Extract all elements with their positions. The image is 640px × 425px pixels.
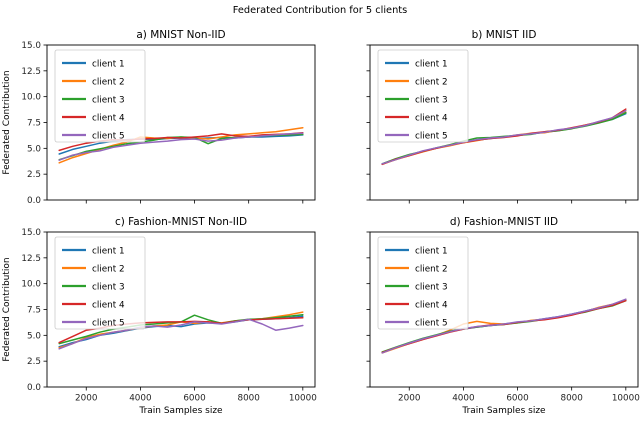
x-axis-label: Train Samples size (461, 406, 546, 416)
legend-box (54, 49, 146, 143)
y-tick-label: 10.0 (21, 93, 41, 103)
legend-label: client 3 (415, 96, 448, 106)
line-client-5 (58, 318, 304, 350)
y-tick-label: 15.0 (21, 41, 41, 51)
y-tick-label: 5.0 (27, 331, 41, 341)
x-tick-label: 10000 (612, 394, 640, 404)
y-tick-label: 7.5 (27, 306, 41, 316)
y-tick-label: 10.0 (21, 280, 41, 290)
legend-label: client 2 (415, 265, 448, 275)
legend-label: client 1 (415, 60, 448, 70)
legend-label: client 2 (92, 265, 125, 275)
legend-label: client 1 (92, 247, 125, 257)
subplots-group: 0.0 2.5 5.0 7.5 10.0 12.5 15.0 a) MNIST Non-IID… (2, 29, 640, 416)
legend: client 1 client 2 client 3 client 4 client 5 (54, 49, 146, 143)
x-tick-label: 6000 (183, 394, 206, 404)
legend-label: client 4 (415, 301, 448, 311)
legend: client 1 client 2 client 3 client 4 client 5 (54, 236, 146, 330)
y-tick-label: 5.0 (27, 144, 41, 154)
y-axis-label: Federated Contribution (2, 70, 12, 174)
x-tick-label: 2000 (75, 394, 98, 404)
x-axis-label: Train Samples size (138, 406, 223, 416)
y-axis-label: Federated Contribution (2, 257, 12, 361)
subplot-title-c: c) Fashion-MNIST Non-IID (115, 216, 247, 228)
y-tick-label: 12.5 (21, 254, 41, 264)
legend: client 1 client 2 client 3 client 4 client 5 (377, 49, 469, 143)
legend-label: client 4 (92, 114, 125, 124)
legend-label: client 5 (415, 132, 448, 142)
subplot-title-d: d) Fashion-MNIST IID (450, 216, 558, 228)
x-tick-label: 4000 (129, 394, 152, 404)
legend-box (377, 236, 469, 330)
y-tick-label: 7.5 (27, 119, 41, 129)
x-tick-label: 6000 (506, 394, 529, 404)
subplot-d: 2000 4000 6000 8000 10000 d) Fashion-MNIST II… (366, 216, 640, 416)
x-tick-label: 2000 (398, 394, 421, 404)
line-client-5 (381, 109, 627, 165)
legend-label: client 4 (415, 114, 448, 124)
legend-label: client 1 (92, 60, 125, 70)
x-tick-label: 8000 (237, 394, 260, 404)
y-tick-label: 2.5 (27, 170, 41, 180)
y-tick-label: 2.5 (27, 357, 41, 367)
subplot-c: 0.0 2.5 5.0 7.5 10.0 12.5 15.0 2000 4000 6000 8000… (2, 216, 317, 416)
y-tick-label: 0.0 (27, 383, 41, 393)
subplot-a: 0.0 2.5 5.0 7.5 10.0 12.5 15.0 a) MNIST Non-IID… (2, 29, 316, 206)
legend-label: client 2 (415, 78, 448, 88)
legend-label: client 1 (415, 247, 448, 257)
line-client-5 (58, 132, 304, 161)
legend-box (54, 236, 146, 330)
line-client-5 (381, 298, 627, 354)
legend-box (377, 49, 469, 143)
legend-label: client 5 (415, 319, 448, 329)
legend-label: client 4 (92, 301, 125, 311)
y-tick-label: 15.0 (21, 228, 41, 238)
x-tick-label: 8000 (560, 394, 583, 404)
x-tick-label: 4000 (452, 394, 475, 404)
figure-title: Federated Contribution for 5 clients (233, 5, 408, 16)
legend-label: client 5 (92, 319, 125, 329)
legend-label: client 3 (92, 283, 125, 293)
legend-label: client 3 (415, 283, 448, 293)
legend-label: client 5 (92, 132, 125, 142)
legend-label: client 2 (92, 78, 125, 88)
subplot-title-a: a) MNIST Non-IID (136, 29, 225, 41)
y-tick-label: 12.5 (21, 67, 41, 77)
y-tick-label: 0.0 (27, 196, 41, 206)
subplot-title-b: b) MNIST IID (472, 29, 537, 41)
legend-label: client 3 (92, 96, 125, 106)
legend: client 1 client 2 client 3 client 4 client 5 (377, 236, 469, 330)
x-tick-label: 10000 (289, 394, 317, 404)
